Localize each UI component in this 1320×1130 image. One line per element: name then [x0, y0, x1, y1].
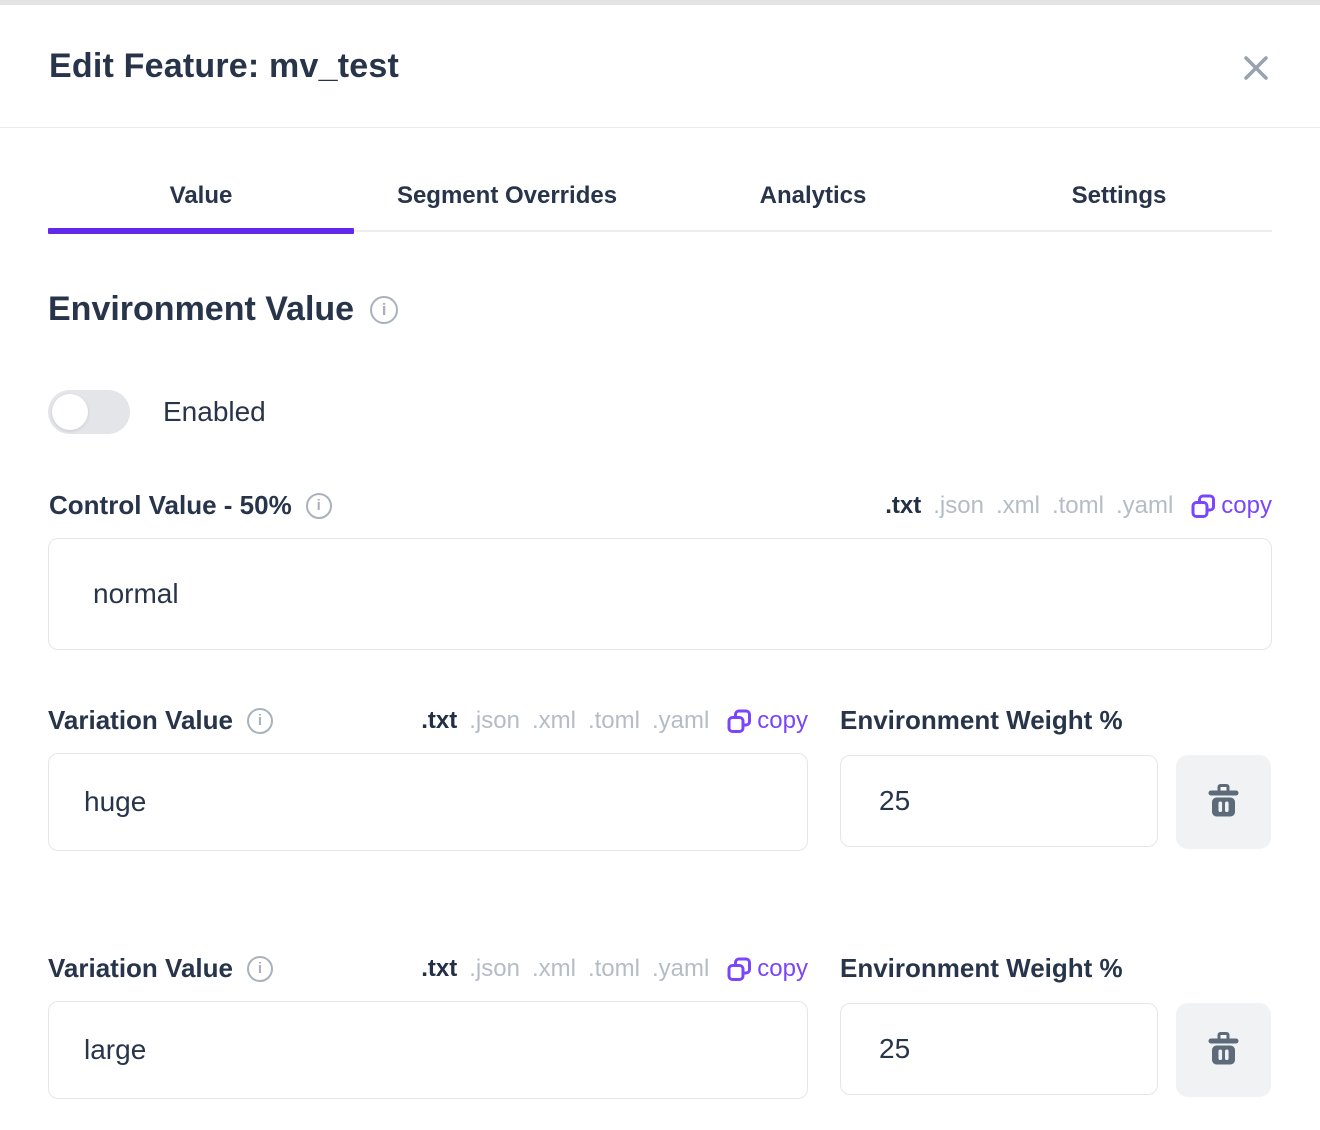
copy-label: copy	[757, 707, 808, 734]
variation-value-text: large	[84, 1034, 147, 1065]
variation-2-delete-button[interactable]	[1176, 1003, 1271, 1097]
variation-value-text: huge	[84, 786, 147, 817]
tab-settings-label: Settings	[1071, 182, 1167, 209]
info-icon[interactable]: i	[305, 492, 332, 519]
format-txt[interactable]: .txt	[421, 707, 458, 734]
variation-1-value-input[interactable]: huge	[48, 753, 808, 851]
enabled-toggle-label: Enabled	[163, 396, 266, 427]
weight-value-text: 25	[879, 1033, 911, 1064]
modal-header: Edit Feature: mv_test	[0, 5, 1320, 128]
format-txt[interactable]: .txt	[885, 492, 922, 519]
control-value-label-row: Control Value - 50% i	[49, 490, 332, 521]
environment-weight-label: Environment Weight %	[840, 705, 1123, 735]
copy-label: copy	[757, 955, 808, 982]
modal-title: Edit Feature: mv_test	[49, 47, 399, 85]
format-xml[interactable]: .xml	[531, 955, 576, 982]
close-icon	[1241, 53, 1271, 86]
format-json[interactable]: .json	[469, 955, 520, 982]
weight-value-text: 25	[879, 785, 911, 816]
info-icon[interactable]: i	[246, 707, 273, 734]
enabled-toggle[interactable]	[48, 390, 130, 434]
tab-segment-overrides[interactable]: Segment Overrides	[354, 160, 660, 230]
format-json[interactable]: .json	[933, 492, 984, 519]
copy-button[interactable]: copy	[727, 955, 808, 983]
tab-settings[interactable]: Settings	[966, 160, 1272, 230]
active-tab-indicator	[48, 228, 354, 234]
trash-icon	[1208, 1032, 1239, 1068]
format-txt[interactable]: .txt	[421, 955, 458, 982]
tab-segment-overrides-label: Segment Overrides	[396, 182, 618, 209]
tab-value[interactable]: Value	[48, 160, 354, 234]
format-xml[interactable]: .xml	[995, 492, 1040, 519]
variation-2-label-row: Variation Value i	[48, 953, 273, 984]
page-top-strip	[0, 0, 1320, 5]
format-json[interactable]: .json	[469, 707, 520, 734]
variation-value-label: Variation Value	[48, 953, 233, 983]
close-button[interactable]	[1238, 51, 1274, 87]
copy-icon	[727, 957, 752, 982]
format-yaml[interactable]: .yaml	[651, 707, 710, 734]
format-xml[interactable]: .xml	[531, 707, 576, 734]
copy-button[interactable]: copy	[727, 707, 808, 735]
copy-icon	[727, 709, 752, 734]
variation-1-delete-button[interactable]	[1176, 755, 1271, 849]
variation-value-label: Variation Value	[48, 705, 233, 735]
control-value-label: Control Value - 50%	[49, 490, 292, 520]
control-value-input[interactable]: normal	[48, 538, 1272, 650]
variation-2-weight-input[interactable]: 25	[840, 1003, 1158, 1095]
tab-analytics[interactable]: Analytics	[660, 160, 966, 230]
variation-2-weight-label-row: Environment Weight %	[840, 953, 1123, 984]
copy-icon	[1191, 494, 1216, 519]
tab-analytics-label: Analytics	[759, 182, 867, 209]
format-yaml[interactable]: .yaml	[651, 955, 710, 982]
variation-1-weight-label-row: Environment Weight %	[840, 705, 1123, 736]
environment-value-heading: Environment Value i	[48, 290, 399, 329]
toggle-knob-icon	[52, 394, 88, 430]
format-toml[interactable]: .toml	[1051, 492, 1104, 519]
info-icon[interactable]: i	[370, 295, 399, 324]
copy-label: copy	[1221, 492, 1272, 519]
format-yaml[interactable]: .yaml	[1115, 492, 1174, 519]
format-toml[interactable]: .toml	[587, 707, 640, 734]
section-title: Environment Value	[48, 290, 355, 328]
variation-2-value-input[interactable]: large	[48, 1001, 808, 1099]
copy-button[interactable]: copy	[1191, 492, 1272, 520]
tab-bar: Value Segment Overrides Analytics Settin…	[48, 160, 1272, 234]
variation-1-label-row: Variation Value i	[48, 705, 273, 736]
control-value-text: normal	[93, 578, 179, 609]
variation-1-format-selector: .txt .json .xml .toml .yaml copy	[48, 707, 808, 735]
enabled-toggle-row: Enabled	[48, 390, 266, 434]
tab-value-label: Value	[169, 182, 233, 209]
variation-2-format-selector: .txt .json .xml .toml .yaml copy	[48, 955, 808, 983]
control-format-selector: .txt .json .xml .toml .yaml copy	[885, 492, 1272, 520]
info-icon[interactable]: i	[246, 955, 273, 982]
environment-weight-label: Environment Weight %	[840, 953, 1123, 983]
variation-1-weight-input[interactable]: 25	[840, 755, 1158, 847]
trash-icon	[1208, 784, 1239, 820]
format-toml[interactable]: .toml	[587, 955, 640, 982]
